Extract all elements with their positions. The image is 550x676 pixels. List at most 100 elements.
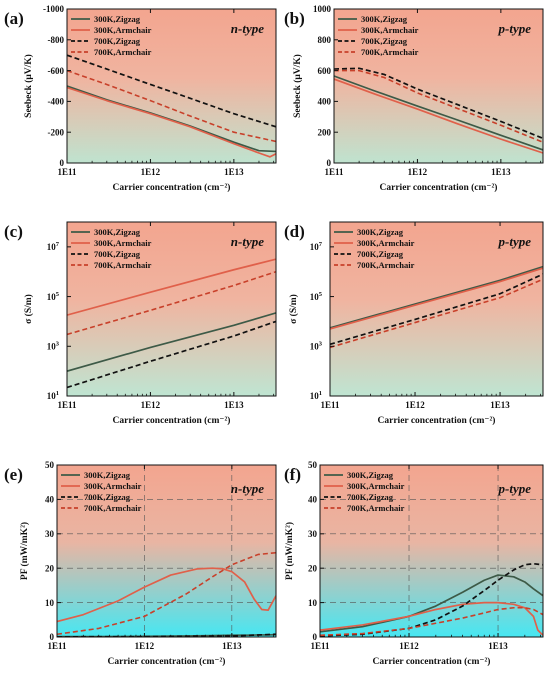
x-tick-label: 1E13 xyxy=(491,167,511,177)
x-axis-label: Carrier concentration (cm⁻²) xyxy=(108,656,226,667)
x-tick-label: 1E12 xyxy=(141,400,161,410)
legend-entry: 300K,Armchair xyxy=(84,481,142,491)
type-label: p-type xyxy=(498,481,532,496)
legend-entry: 700K,Zigzag xyxy=(94,249,141,259)
x-tick-label: 1E11 xyxy=(310,641,330,651)
type-label: n-type xyxy=(231,234,264,249)
y-tick-exponent: 1 xyxy=(319,390,322,397)
type-label: p-type xyxy=(498,234,532,249)
y-tick-exponent: 7 xyxy=(319,241,323,248)
plot-frame xyxy=(329,221,544,397)
y-axis-label: σ (S/m) xyxy=(288,294,299,324)
series-line-zig700 xyxy=(334,67,543,140)
y-tick-label: -800 xyxy=(48,35,65,45)
y-tick-label: -200 xyxy=(48,127,65,137)
y-tick-label: 50 xyxy=(45,460,55,470)
y-tick-label: 101 xyxy=(310,390,322,401)
type-label: n-type xyxy=(231,481,264,496)
y-tick-label: 20 xyxy=(45,563,55,573)
legend-entry: 700K,Armchair xyxy=(94,260,152,270)
plot-background xyxy=(67,9,276,163)
plot-frame xyxy=(319,464,544,638)
legend-entry: 300K,Zigzag xyxy=(361,14,408,24)
series-line-arm700 xyxy=(67,69,276,143)
y-tick-label: 200 xyxy=(318,127,332,137)
legend-entry: 300K,Armchair xyxy=(357,238,415,248)
series-line-zig700 xyxy=(330,273,543,346)
x-tick-label: 1E11 xyxy=(324,167,344,177)
panel-label: (c) xyxy=(4,222,23,241)
panel-label: (a) xyxy=(4,9,24,28)
y-axis-label: PF (mW/mK²) xyxy=(284,522,295,580)
x-tick-label: 1E12 xyxy=(141,167,161,177)
x-tick-label: 1E12 xyxy=(408,167,428,177)
series-line-arm700 xyxy=(334,69,543,143)
legend-entry: 700K,Zigzag xyxy=(361,36,408,46)
legend-entry: 300K,Armchair xyxy=(94,238,152,248)
y-tick-label: 30 xyxy=(45,529,55,539)
x-tick-label: 1E11 xyxy=(57,400,77,410)
series-line-arm300 xyxy=(330,267,543,330)
y-tick-exponent: 5 xyxy=(319,291,323,298)
legend-entry: 300K,Zigzag xyxy=(357,227,404,237)
panel-label: (f) xyxy=(284,465,301,484)
y-tick-label: 103 xyxy=(47,340,60,351)
series-line-arm700 xyxy=(57,551,276,636)
series-line-zig700 xyxy=(67,320,276,389)
panel-label: (d) xyxy=(284,222,305,241)
panel-c: 1E11 1E12 1E13 101 103 105 107 Carrier concentr… xyxy=(4,221,277,426)
y-tick-label: 101 xyxy=(47,390,59,401)
panel-label: (b) xyxy=(284,9,305,28)
y-tick-exponent: 3 xyxy=(56,340,60,347)
panel-f: 1E11 1E12 1E13 0 10 20 30 40 50 Carrier concentra… xyxy=(284,460,544,667)
x-tick-label: 1E13 xyxy=(224,400,244,410)
x-tick-label: 1E12 xyxy=(399,641,419,651)
legend-entry: 300K,Zigzag xyxy=(94,14,141,24)
y-axis-label: PF (mW/mK²) xyxy=(19,522,30,580)
y-tick-label: 40 xyxy=(45,495,55,505)
series-line-arm300 xyxy=(334,78,543,154)
legend-entry: 700K,Armchair xyxy=(84,503,142,513)
x-tick-label: 1E13 xyxy=(222,641,242,651)
x-axis-label: Carrier concentration (cm⁻²) xyxy=(380,182,498,193)
series-line-zig700 xyxy=(67,54,276,128)
x-tick-label: 1E12 xyxy=(405,400,425,410)
x-tick-label: 1E11 xyxy=(320,400,340,410)
y-axis-label: Seebeck (μV/K) xyxy=(292,54,303,118)
y-tick-label: 105 xyxy=(310,291,323,302)
plot-background xyxy=(57,465,276,637)
panel-a: 1E11 1E12 1E13 -1000 -800 -600 -400 -200 0 Carrie… xyxy=(4,4,277,193)
legend-entry: 700K,Armchair xyxy=(357,260,415,270)
legend-entry: 300K,Zigzag xyxy=(84,470,131,480)
panel-b: 1E11 1E12 1E13 0 200 400 600 800 1000 Carrier con… xyxy=(284,4,544,193)
legend-entry: 700K,Armchair xyxy=(361,47,419,57)
legend-entry: 700K,Zigzag xyxy=(94,36,141,46)
type-label: n-type xyxy=(231,21,264,36)
y-tick-label: 20 xyxy=(308,563,318,573)
panel-label: (e) xyxy=(4,465,23,484)
x-axis-label: Carrier concentration (cm⁻²) xyxy=(373,656,491,667)
legend-entry: 300K,Zigzag xyxy=(94,227,141,237)
panel-d: 1E11 1E12 1E13 101 103 105 107 Carrier concentr… xyxy=(284,221,544,426)
legend-entry: 700K,Zigzag xyxy=(84,492,131,502)
y-tick-label: 800 xyxy=(318,35,332,45)
plot-frame xyxy=(66,221,277,397)
y-tick-label: 105 xyxy=(47,291,60,302)
series-line-zig300 xyxy=(67,312,276,372)
series-line-arm300 xyxy=(320,601,543,636)
y-tick-label: -1000 xyxy=(43,4,64,14)
y-tick-label: 50 xyxy=(308,460,318,470)
x-tick-label: 1E12 xyxy=(135,641,155,651)
panel-e: 1E11 1E12 1E13 0 10 20 30 40 50 Carrier concentra… xyxy=(4,460,277,667)
plot-background xyxy=(67,222,276,396)
y-axis-label: Seebeck (μV/K) xyxy=(23,54,34,118)
series-line-zig300 xyxy=(334,75,543,151)
y-tick-label: 0 xyxy=(50,632,55,642)
series-line-arm700 xyxy=(330,278,543,349)
series-line-arm700 xyxy=(320,606,543,637)
series-line-arm300 xyxy=(57,567,276,623)
y-tick-label: 1000 xyxy=(313,4,332,14)
y-tick-label: 0 xyxy=(327,158,332,168)
x-axis-label: Carrier concentration (cm⁻²) xyxy=(113,182,231,193)
legend-entry: 700K,Armchair xyxy=(347,503,405,513)
